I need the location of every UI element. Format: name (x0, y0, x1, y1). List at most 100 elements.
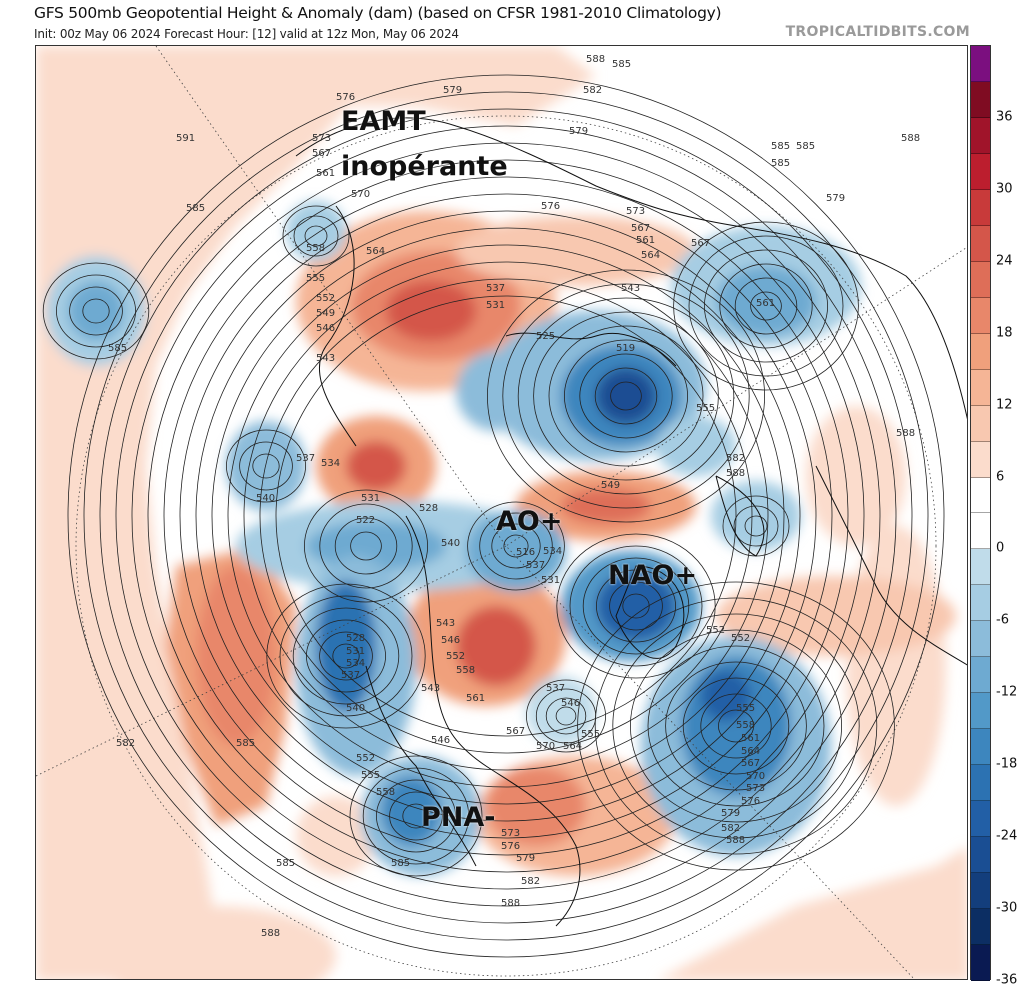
contour-label: 546 (316, 323, 335, 334)
contour-label: 558 (306, 243, 325, 254)
contour-label: 546 (441, 635, 460, 646)
contour-label: 573 (501, 828, 520, 839)
height-contour (82, 298, 110, 324)
contour-label: 582 (721, 823, 740, 834)
colorbar-band (971, 441, 990, 478)
colorbar-tick-label: -12 (996, 684, 1018, 700)
height-contour (719, 263, 813, 349)
contour-label: 567 (741, 758, 760, 769)
contour-label: 531 (541, 575, 560, 586)
contour-label: 525 (536, 331, 555, 342)
chart-subtitle: Init: 00z May 06 2024 Forecast Hour: [12… (34, 27, 459, 41)
contour-label: 591 (176, 133, 195, 144)
colorbar-band (971, 297, 990, 334)
contour-label: 561 (741, 733, 760, 744)
contour-label: 585 (796, 141, 815, 152)
contour-label: 564 (563, 741, 582, 752)
height-contour (582, 557, 690, 655)
height-contour (131, 142, 881, 890)
contour-label: 546 (561, 698, 580, 709)
colorbar-band (971, 333, 990, 370)
height-contour (304, 225, 328, 247)
contour-label: 576 (336, 92, 355, 103)
contour-label: 588 (261, 928, 280, 939)
height-contour (195, 210, 817, 822)
contour-label: 573 (312, 133, 331, 144)
height-contour (665, 661, 807, 791)
height-contour (491, 523, 541, 569)
contour-label: 585 (391, 858, 410, 869)
colorbar-band (971, 369, 990, 406)
contour-label: 558 (456, 665, 475, 676)
contour-label: 567 (631, 223, 650, 234)
height-contour (733, 505, 779, 547)
contour-label: 531 (361, 493, 380, 504)
contour-label: 579 (569, 126, 588, 137)
height-contour (83, 91, 929, 941)
contour-label: 567 (312, 148, 331, 159)
height-contour (503, 534, 529, 558)
contour-label: 588 (726, 835, 745, 846)
height-contour (596, 569, 677, 643)
colorbar-band (971, 585, 990, 622)
height-contour (610, 381, 642, 411)
contour-label: 552 (706, 625, 725, 636)
contour-label: 576 (741, 796, 760, 807)
height-contour (259, 278, 753, 754)
contour-label: 576 (501, 841, 520, 852)
contour-label: 579 (516, 853, 535, 864)
contour-label: 540 (256, 493, 275, 504)
height-contour (211, 227, 801, 805)
height-contour (479, 512, 553, 580)
height-contour (69, 286, 123, 336)
height-contour (42, 262, 150, 360)
contour-label: 516 (516, 547, 535, 558)
contour-label: 588 (501, 898, 520, 909)
contour-label: 585 (236, 738, 255, 749)
height-contour (179, 193, 833, 839)
height-contour (239, 441, 293, 491)
colorbar-band (971, 657, 990, 694)
height-contour (486, 269, 766, 523)
contour-label: 561 (316, 168, 335, 179)
colorbar-tick-label: 12 (996, 397, 1013, 413)
colorbar-tick-label: 36 (996, 109, 1013, 125)
anomaly-fills (36, 46, 967, 979)
annotation-eamt-status: inopérante (341, 151, 508, 182)
contour-label: 552 (731, 633, 750, 644)
height-contour (517, 297, 735, 495)
height-contour (56, 274, 136, 348)
height-contour (647, 645, 825, 807)
colorbar-band (971, 873, 990, 910)
contour-label: 537 (341, 670, 360, 681)
contour-label: 588 (586, 54, 605, 65)
height-contour (594, 367, 658, 425)
height-contour (362, 767, 470, 865)
height-contour (622, 593, 650, 619)
brand-watermark: TROPICALTIDBITS.COM (785, 24, 970, 40)
contour-label: 528 (346, 633, 365, 644)
contour-label: 534 (346, 658, 365, 669)
contour-label: 561 (466, 693, 485, 704)
colorbar-tick-label: 6 (996, 469, 1005, 485)
height-contour (67, 74, 945, 958)
contour-label: 537 (526, 560, 545, 571)
annotation-eamt: EAMT (341, 106, 426, 137)
contour-label: 573 (626, 206, 645, 217)
height-contour (535, 688, 597, 744)
contour-label: 534 (543, 546, 562, 557)
height-contour (389, 791, 443, 841)
colorbar-band (971, 837, 990, 874)
height-contour (402, 803, 430, 829)
height-contour (292, 607, 400, 705)
height-contour (275, 295, 737, 737)
height-contour (293, 215, 339, 257)
contour-label: 534 (321, 458, 340, 469)
colorbar-tick-label: -18 (996, 756, 1018, 772)
height-contour (305, 619, 386, 693)
contour-label: 537 (296, 453, 315, 464)
chart-title: GFS 500mb Geopotential Height & Anomaly … (34, 4, 722, 22)
colorbar (970, 45, 991, 981)
height-contour (612, 613, 860, 839)
